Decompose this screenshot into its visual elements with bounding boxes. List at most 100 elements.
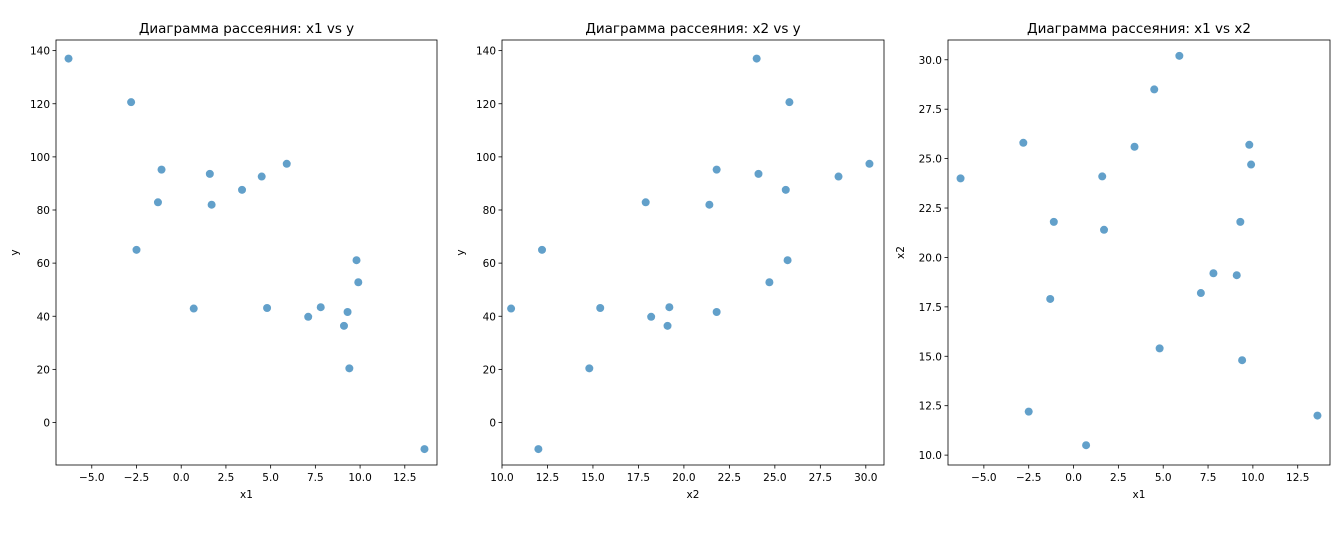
data-point — [834, 172, 843, 181]
data-point — [238, 185, 247, 194]
data-point — [282, 159, 291, 168]
data-point — [304, 312, 313, 321]
x-tick-label: 27.5 — [809, 472, 832, 484]
data-point — [781, 185, 790, 194]
data-point — [663, 321, 672, 330]
data-point — [647, 312, 656, 321]
y-tick-label: 80 — [37, 205, 50, 217]
data-point — [127, 98, 136, 107]
x-axis-label: x2 — [687, 489, 700, 501]
y-tick-label: 140 — [30, 46, 50, 58]
y-tick-label: 12.5 — [919, 401, 942, 413]
data-point — [1100, 225, 1109, 234]
data-point — [1238, 356, 1247, 365]
data-point — [343, 308, 352, 316]
data-point — [956, 174, 965, 183]
axis-ticks: 10.0 12.5 15.0 17.5 20.0 22.5 25.0 27.5 30.0 0 20 4… — [476, 46, 878, 484]
axis-ticks: −5.0 −2.5 0.0 2.5 5.0 7.5 10.0 12.5 0 20 40 60 80 100… — [30, 46, 417, 484]
x-tick-label: 0.0 — [1065, 472, 1082, 484]
data-point — [157, 165, 166, 174]
y-tick-label: 20 — [37, 364, 50, 376]
x-tick-label: 2.5 — [1110, 472, 1127, 484]
data-point — [785, 98, 794, 107]
y-tick-label: 10.0 — [919, 450, 942, 462]
data-point — [205, 169, 214, 178]
x-tick-label: 22.5 — [718, 472, 741, 484]
y-tick-label: 80 — [483, 205, 496, 217]
scatter-plot-x2-vs-y: Диаграмма рассеяния: x2 vs y x2 y 10.0 12… — [455, 21, 885, 501]
x-tick-label: −5.0 — [79, 472, 105, 484]
y-tick-label: 22.5 — [919, 203, 942, 215]
chart-title: Диаграмма рассеяния: x1 vs y — [139, 21, 354, 37]
y-tick-label: 60 — [37, 258, 50, 270]
y-tick-label: 60 — [483, 258, 496, 270]
data-point — [765, 278, 774, 287]
x-tick-label: 20.0 — [672, 472, 695, 484]
x-tick-label: 12.5 — [536, 472, 559, 484]
y-tick-label: 30.0 — [919, 55, 942, 67]
data-point — [153, 198, 162, 207]
data-point — [1155, 344, 1164, 353]
data-point — [585, 364, 594, 373]
axes-frame — [55, 39, 438, 466]
data-point — [339, 321, 348, 330]
scatter-plot-x1-vs-x2: Диаграмма рассеяния: x1 vs x2 x1 x2 −5.0… — [895, 21, 1331, 501]
data-point — [207, 200, 216, 209]
y-tick-label: 27.5 — [919, 104, 942, 116]
x-tick-label: 15.0 — [581, 472, 604, 484]
y-tick-label: 120 — [30, 99, 50, 111]
data-point — [1082, 441, 1091, 450]
x-tick-label: −2.5 — [124, 472, 150, 484]
data-point — [705, 200, 714, 209]
x-tick-label: 7.5 — [307, 472, 324, 484]
data-point — [1150, 85, 1159, 94]
data-point — [752, 54, 761, 63]
data-point — [1232, 271, 1241, 280]
axis-ticks: −5.0 −2.5 0.0 2.5 5.0 7.5 10.0 12.5 10.0 12.5 15.0… — [919, 55, 1310, 484]
scatter-points — [64, 54, 429, 454]
data-point — [263, 304, 272, 313]
y-tick-label: 20 — [483, 364, 496, 376]
data-point — [507, 304, 516, 313]
x-tick-label: 12.5 — [393, 472, 416, 484]
data-point — [783, 256, 792, 265]
data-point — [189, 304, 198, 313]
x-tick-label: 10.0 — [490, 472, 513, 484]
data-point — [1236, 217, 1245, 226]
data-point — [1175, 51, 1184, 60]
x-axis-label: x1 — [1133, 489, 1146, 501]
data-point — [354, 278, 363, 287]
data-point — [257, 172, 266, 181]
y-tick-label: 17.5 — [919, 302, 942, 314]
data-point — [754, 169, 763, 178]
data-point — [345, 364, 354, 373]
data-point — [1209, 269, 1218, 278]
x-tick-label: −5.0 — [971, 472, 997, 484]
data-point — [1247, 160, 1256, 169]
data-point — [1098, 172, 1107, 181]
y-tick-label: 40 — [37, 311, 50, 323]
y-axis-label: x2 — [895, 246, 907, 259]
data-point — [352, 256, 361, 265]
x-axis-label: x1 — [240, 489, 253, 501]
y-tick-label: 15.0 — [919, 351, 942, 363]
data-point — [641, 198, 650, 207]
data-point — [712, 308, 721, 316]
x-tick-label: 25.0 — [763, 472, 786, 484]
axes-frame — [501, 39, 885, 466]
data-point — [712, 165, 721, 174]
data-point — [534, 445, 543, 454]
x-tick-label: 5.0 — [1155, 472, 1172, 484]
x-tick-label: −2.5 — [1016, 472, 1042, 484]
y-tick-label: 0 — [489, 418, 496, 430]
scatter-plot-x1-vs-y: Диаграмма рассеяния: x1 vs y x1 y −5.0 −2… — [9, 21, 438, 501]
x-tick-label: 10.0 — [1241, 472, 1264, 484]
y-axis-label: y — [9, 249, 21, 255]
y-tick-label: 100 — [476, 152, 496, 164]
data-point — [1245, 140, 1254, 149]
chart-title: Диаграмма рассеяния: x2 vs y — [585, 21, 800, 37]
x-tick-label: 0.0 — [173, 472, 190, 484]
x-tick-label: 5.0 — [262, 472, 279, 484]
